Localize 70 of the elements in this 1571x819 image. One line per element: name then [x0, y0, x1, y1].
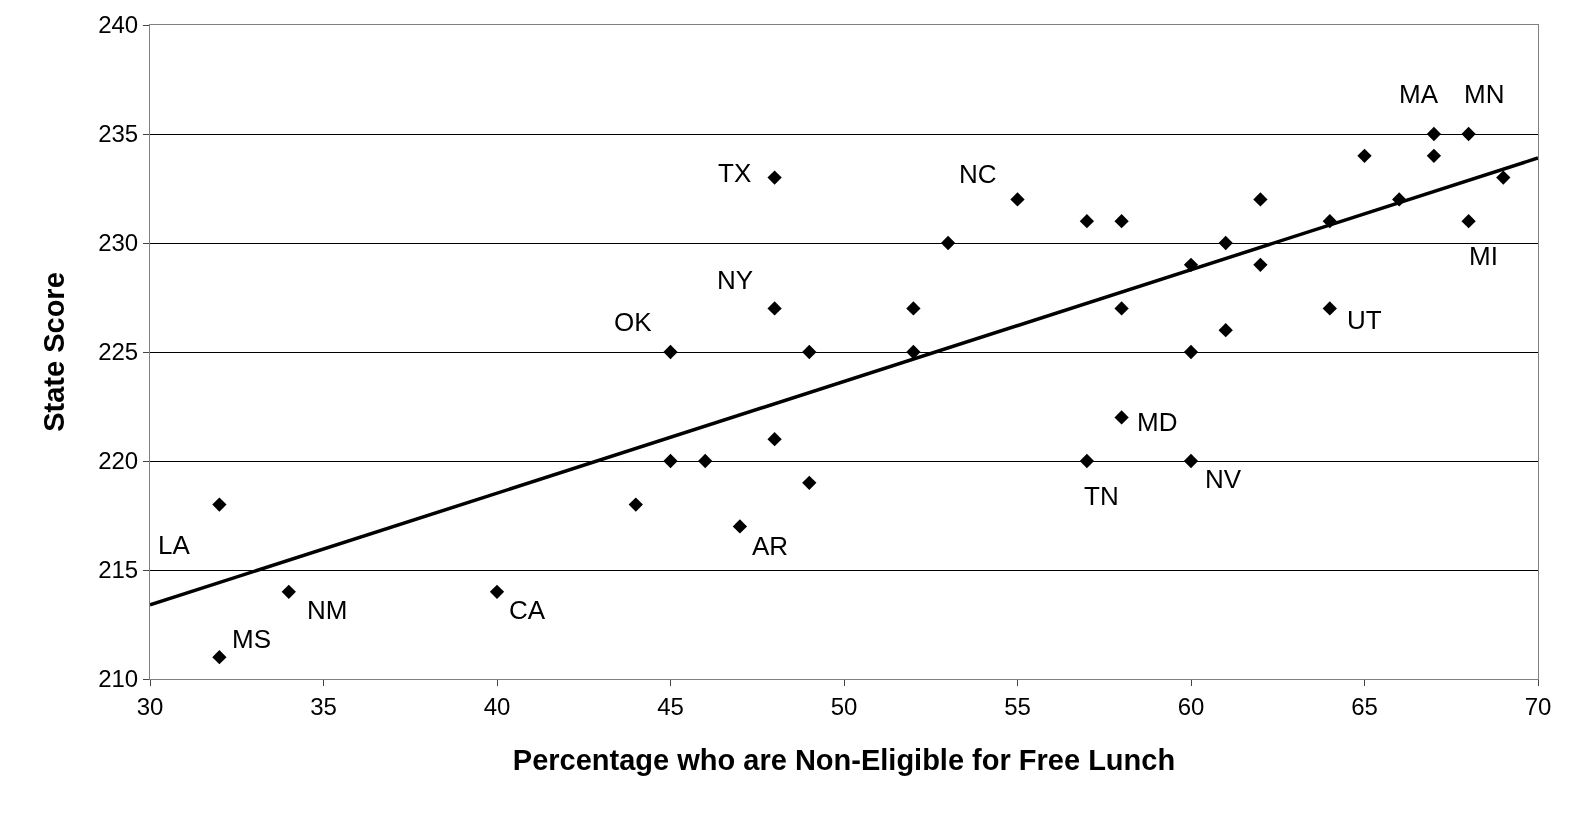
point: [906, 344, 921, 360]
annotation: CA: [509, 595, 546, 625]
point: [767, 432, 782, 447]
point: [212, 650, 227, 665]
point: [1253, 192, 1268, 207]
point: [1079, 453, 1095, 469]
point: [940, 235, 956, 251]
x-tick-label: 50: [830, 692, 858, 720]
point: [732, 519, 748, 534]
point: [1010, 192, 1025, 207]
x-tick-label: 55: [1004, 692, 1031, 720]
annotation: UT: [1347, 305, 1382, 335]
point: [1461, 126, 1476, 142]
y-tick-label: 215: [98, 556, 139, 584]
point: [698, 453, 713, 469]
annotation: TX: [718, 158, 752, 188]
point: [1114, 214, 1129, 229]
point: [802, 475, 817, 490]
x-tick-label: 35: [310, 692, 337, 720]
annotation: MN: [1464, 79, 1505, 109]
y-axis-title: State Score: [37, 272, 70, 432]
y-tick-label: 235: [98, 120, 139, 148]
annotation: NV: [1205, 464, 1242, 494]
point: [1079, 214, 1095, 229]
annotation: AR: [752, 531, 789, 561]
point: [663, 453, 678, 469]
point: [1461, 214, 1476, 229]
y-tick-label: 225: [98, 338, 139, 366]
x-tick-label: 60: [1177, 692, 1205, 720]
point: [663, 344, 678, 360]
x-tick-label: 40: [483, 692, 511, 720]
point: [1114, 301, 1129, 316]
annotation: MI: [1469, 241, 1498, 271]
point: [1426, 148, 1442, 163]
annotation: MA: [1399, 79, 1439, 109]
point: [628, 497, 643, 512]
annotation: LA: [158, 530, 191, 560]
y-tick-label: 210: [98, 665, 139, 693]
point: [802, 344, 817, 360]
point: [1183, 344, 1199, 360]
x-tick-label: 70: [1524, 692, 1552, 720]
point: [1183, 453, 1199, 469]
point: [212, 497, 227, 512]
annotation: NY: [717, 265, 754, 295]
x-tick-label: 65: [1351, 692, 1378, 720]
x-axis-title: Percentage who are Non-Eligible for Free Lunch: [512, 743, 1176, 776]
point: [906, 301, 921, 316]
annotation: NC: [959, 159, 997, 189]
y-tick-label: 230: [98, 229, 139, 257]
x-tick-label: 30: [136, 692, 164, 720]
point: [1253, 257, 1268, 272]
annotation: MS: [232, 624, 271, 654]
point: [767, 170, 782, 185]
point: [1218, 323, 1233, 338]
point: [1322, 301, 1337, 316]
point: [1426, 126, 1442, 142]
annotation: MD: [1137, 407, 1178, 437]
y-tick-label: 240: [98, 11, 139, 39]
point: [281, 584, 296, 599]
x-tick-label: 45: [657, 692, 684, 720]
annotation: TN: [1084, 481, 1119, 511]
point: [1114, 410, 1129, 425]
point: [489, 584, 505, 599]
y-tick-label: 220: [98, 447, 139, 475]
annotation: OK: [614, 307, 653, 337]
annotation: NM: [307, 595, 348, 625]
point: [767, 301, 782, 316]
point: [1218, 235, 1233, 251]
point: [1357, 148, 1372, 163]
point: [1496, 170, 1511, 185]
